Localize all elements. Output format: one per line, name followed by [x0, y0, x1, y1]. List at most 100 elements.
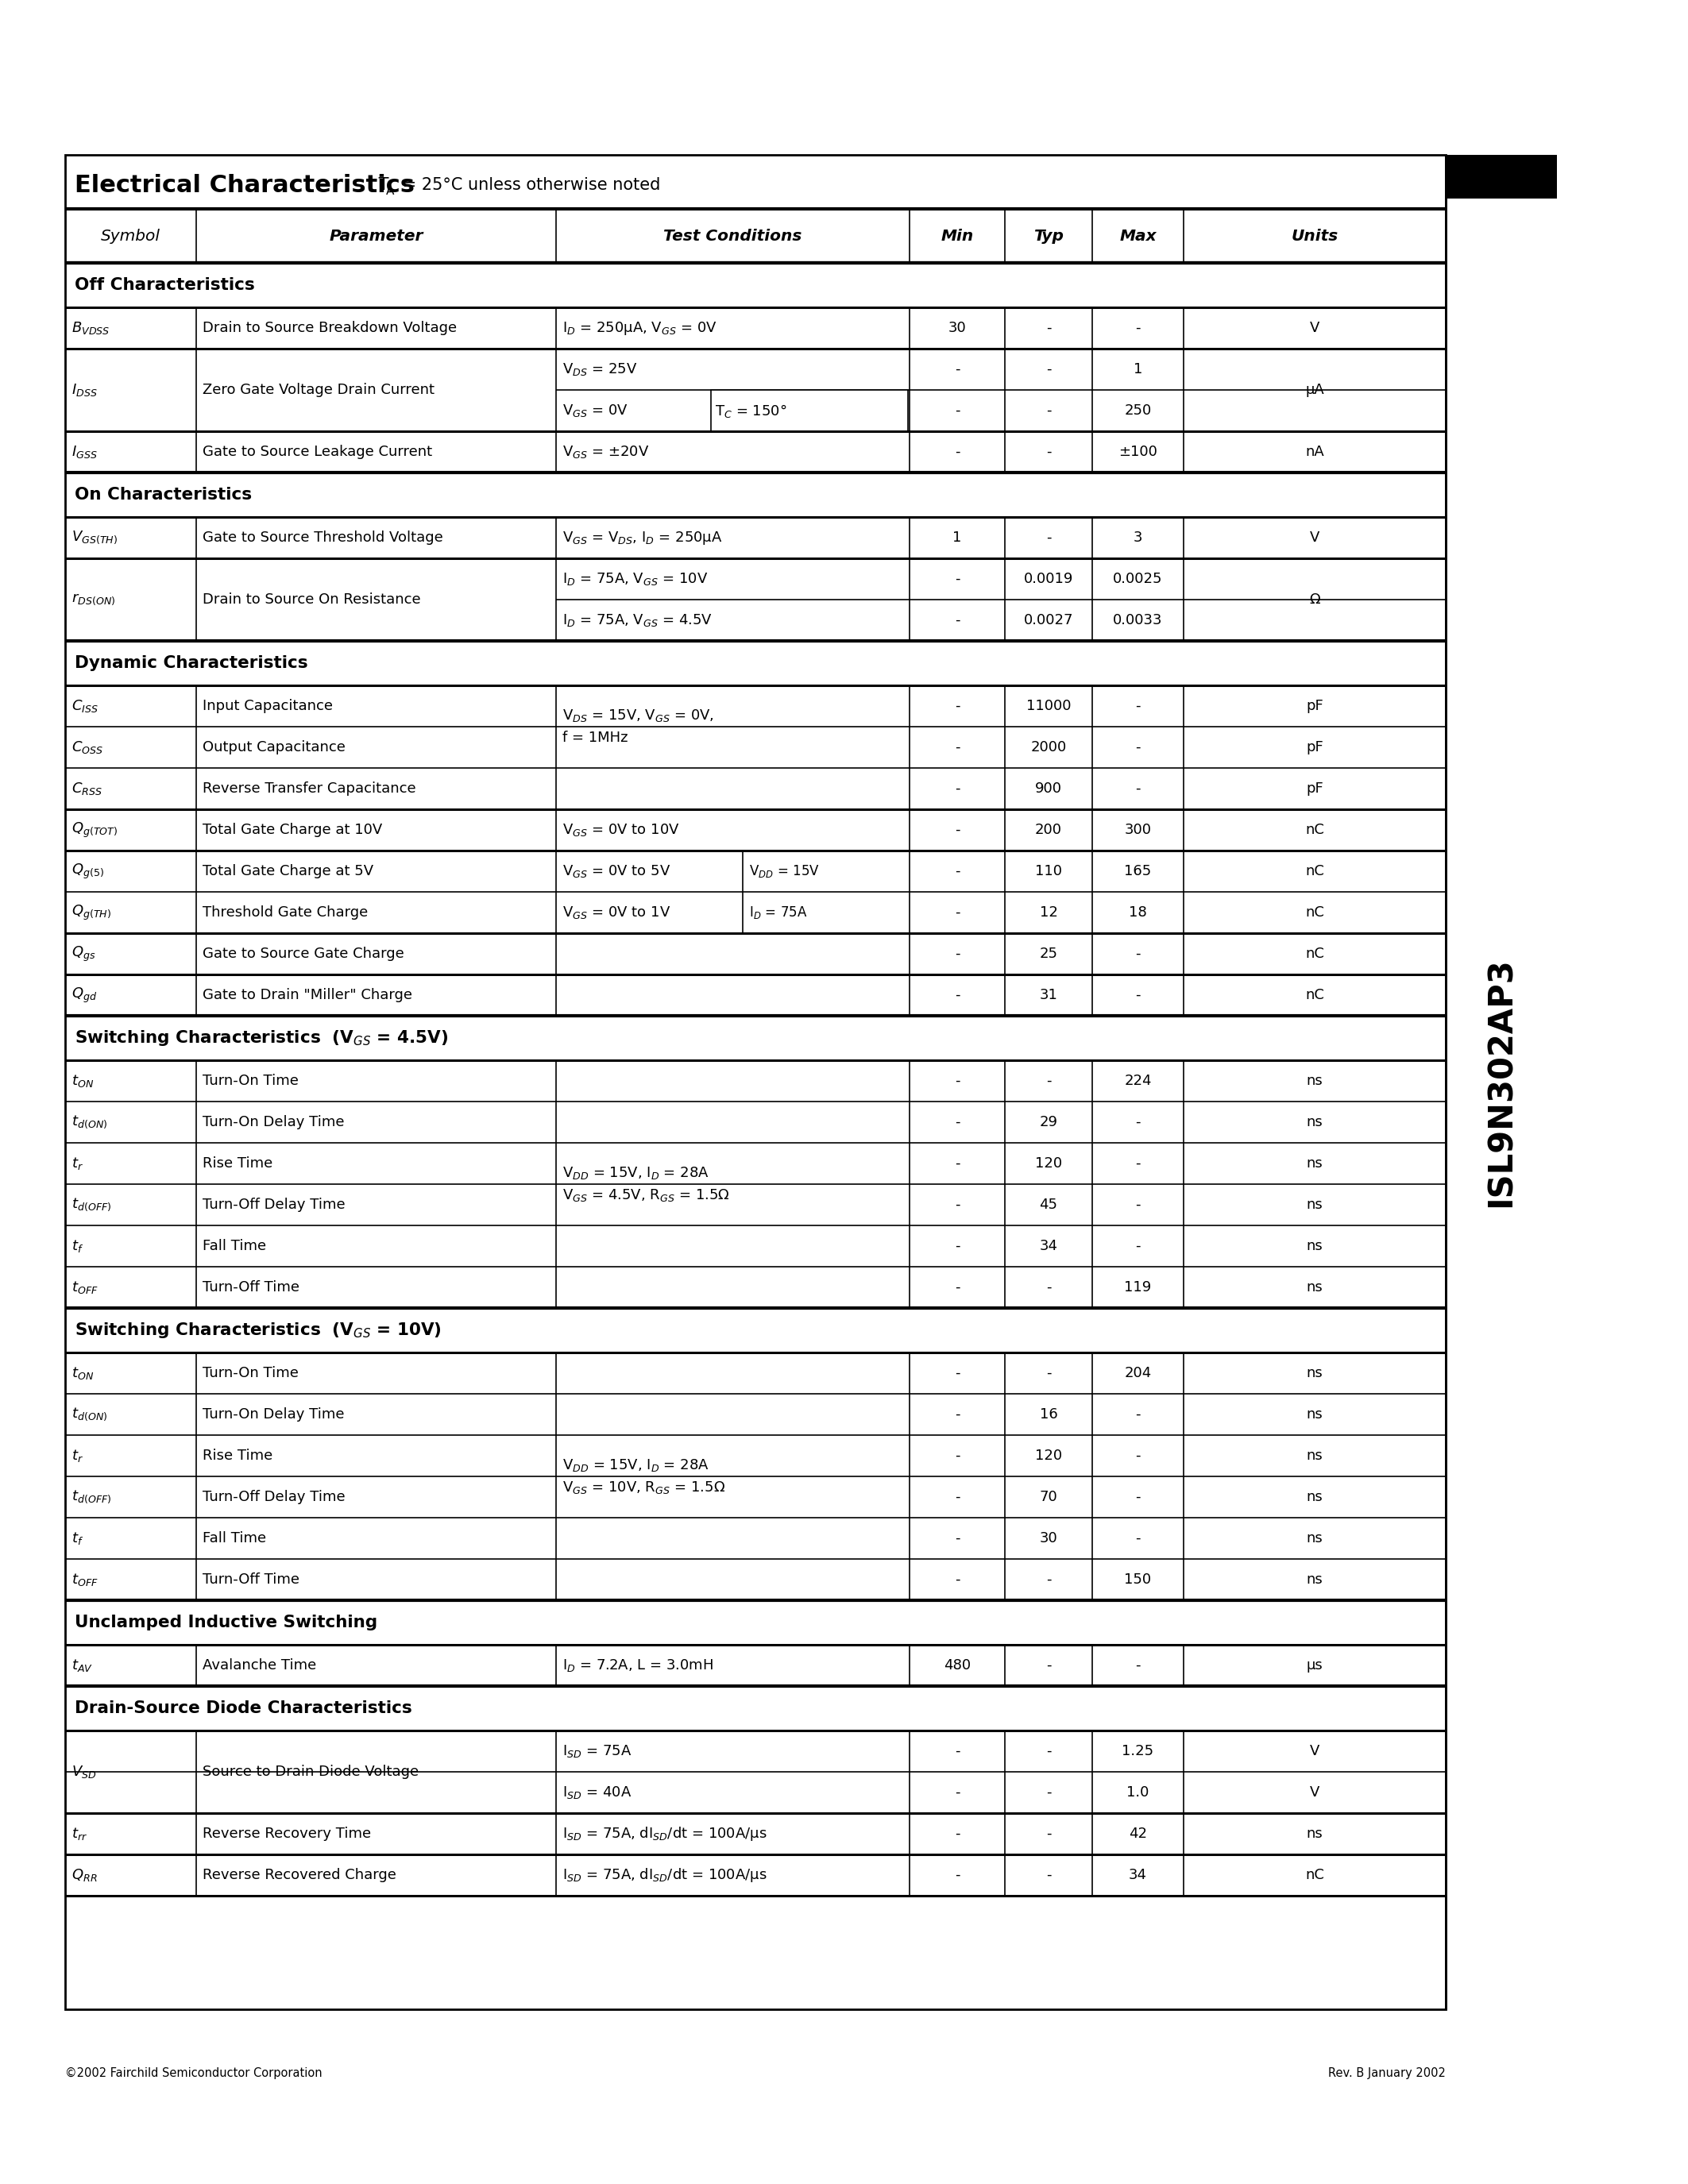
Text: -: - — [1047, 1867, 1052, 1883]
Text: B$_{VDSS}$: B$_{VDSS}$ — [71, 321, 110, 336]
Text: nC: nC — [1305, 823, 1323, 836]
Text: -: - — [1136, 740, 1141, 753]
Text: 1.0: 1.0 — [1126, 1784, 1150, 1800]
Text: V$_{GS}$ = ±20V: V$_{GS}$ = ±20V — [562, 443, 650, 461]
Text: -: - — [955, 1406, 960, 1422]
Text: t$_{OFF}$: t$_{OFF}$ — [71, 1572, 98, 1588]
Text: V$_{DD}$ = 15V, I$_D$ = 28A: V$_{DD}$ = 15V, I$_D$ = 28A — [562, 1164, 709, 1182]
Text: -: - — [955, 1826, 960, 1841]
Text: pF: pF — [1307, 699, 1323, 714]
Text: Turn-Off Delay Time: Turn-Off Delay Time — [203, 1489, 346, 1505]
Text: Electrical Characteristics: Electrical Characteristics — [74, 173, 415, 197]
Text: -: - — [1047, 363, 1052, 376]
Text: -: - — [1047, 1075, 1052, 1088]
Text: I$_{SD}$ = 40A: I$_{SD}$ = 40A — [562, 1784, 631, 1800]
Text: ±100: ±100 — [1119, 446, 1158, 459]
Text: On Characteristics: On Characteristics — [74, 487, 252, 502]
Text: -: - — [955, 1448, 960, 1463]
Text: Off Characteristics: Off Characteristics — [74, 277, 255, 293]
Text: Gate to Drain "Miller" Charge: Gate to Drain "Miller" Charge — [203, 987, 412, 1002]
Text: Dynamic Characteristics: Dynamic Characteristics — [74, 655, 307, 670]
Text: Source to Drain Diode Voltage: Source to Drain Diode Voltage — [203, 1765, 419, 1780]
Bar — [66, 155, 1445, 2009]
Text: -: - — [1136, 1116, 1141, 1129]
Text: nC: nC — [1305, 946, 1323, 961]
Text: A: A — [387, 186, 395, 197]
Text: Turn-On Time: Turn-On Time — [203, 1365, 299, 1380]
Text: ns: ns — [1307, 1489, 1323, 1505]
Text: -: - — [955, 1116, 960, 1129]
Text: -: - — [955, 1365, 960, 1380]
Text: Q$_{g(5)}$: Q$_{g(5)}$ — [71, 863, 105, 880]
Text: -: - — [1047, 531, 1052, 544]
Text: -: - — [1136, 321, 1141, 334]
Text: -: - — [1136, 1406, 1141, 1422]
Text: -: - — [955, 614, 960, 627]
Text: -: - — [1047, 321, 1052, 334]
Text: 1.25: 1.25 — [1123, 1745, 1155, 1758]
Text: -: - — [955, 1075, 960, 1088]
Text: -: - — [955, 823, 960, 836]
Text: r$_{DS(ON)}$: r$_{DS(ON)}$ — [71, 592, 115, 607]
Text: V$_{GS}$ = 10V, R$_{GS}$ = 1.5Ω: V$_{GS}$ = 10V, R$_{GS}$ = 1.5Ω — [562, 1479, 726, 1496]
Text: Ω: Ω — [1310, 592, 1320, 607]
Text: -: - — [1047, 1745, 1052, 1758]
Text: V$_{GS}$ = 0V to 10V: V$_{GS}$ = 0V to 10V — [562, 821, 680, 839]
Text: 45: 45 — [1040, 1197, 1058, 1212]
Text: -: - — [955, 1867, 960, 1883]
Text: C$_{OSS}$: C$_{OSS}$ — [71, 740, 103, 756]
Text: 0.0025: 0.0025 — [1112, 572, 1163, 585]
Text: V$_{SD}$: V$_{SD}$ — [71, 1765, 96, 1780]
Text: I$_D$ = 75A, V$_{GS}$ = 10V: I$_D$ = 75A, V$_{GS}$ = 10V — [562, 570, 707, 587]
Text: I$_{DSS}$: I$_{DSS}$ — [71, 382, 98, 397]
Text: Output Capacitance: Output Capacitance — [203, 740, 346, 753]
Text: 11000: 11000 — [1026, 699, 1070, 714]
Text: -: - — [1136, 1531, 1141, 1546]
Text: V$_{DS}$ = 15V, V$_{GS}$ = 0V,: V$_{DS}$ = 15V, V$_{GS}$ = 0V, — [562, 708, 714, 723]
Text: Parameter: Parameter — [329, 229, 424, 242]
Text: 204: 204 — [1124, 1365, 1151, 1380]
Text: Turn-Off Time: Turn-Off Time — [203, 1572, 299, 1588]
Text: -: - — [1136, 1197, 1141, 1212]
Text: Rise Time: Rise Time — [203, 1448, 273, 1463]
Text: 119: 119 — [1124, 1280, 1151, 1295]
Text: ns: ns — [1307, 1826, 1323, 1841]
Text: 120: 120 — [1035, 1155, 1062, 1171]
Text: V: V — [1310, 1745, 1320, 1758]
Text: V$_{GS}$ = 0V to 1V: V$_{GS}$ = 0V to 1V — [562, 904, 670, 919]
Text: -: - — [1047, 1658, 1052, 1673]
Text: t$_{d(OFF)}$: t$_{d(OFF)}$ — [71, 1197, 111, 1212]
Text: 30: 30 — [949, 321, 966, 334]
Text: Turn-On Time: Turn-On Time — [203, 1075, 299, 1088]
Text: Input Capacitance: Input Capacitance — [203, 699, 333, 714]
Text: Turn-On Delay Time: Turn-On Delay Time — [203, 1406, 344, 1422]
Text: 25: 25 — [1040, 946, 1058, 961]
Text: Symbol: Symbol — [101, 229, 160, 242]
Text: t$_{OFF}$: t$_{OFF}$ — [71, 1280, 98, 1295]
Text: -: - — [955, 1280, 960, 1295]
Text: 300: 300 — [1124, 823, 1151, 836]
Text: μA: μA — [1305, 382, 1323, 397]
Text: 0.0033: 0.0033 — [1112, 614, 1163, 627]
Text: Q$_{g(TH)}$: Q$_{g(TH)}$ — [71, 904, 111, 922]
Text: nC: nC — [1305, 987, 1323, 1002]
Text: t$_r$: t$_r$ — [71, 1155, 83, 1171]
Text: Gate to Source Leakage Current: Gate to Source Leakage Current — [203, 446, 432, 459]
Text: 34: 34 — [1040, 1238, 1058, 1254]
Text: ns: ns — [1307, 1448, 1323, 1463]
Text: 110: 110 — [1035, 865, 1062, 878]
Text: -: - — [955, 740, 960, 753]
Text: -: - — [955, 987, 960, 1002]
Text: t$_{d(OFF)}$: t$_{d(OFF)}$ — [71, 1489, 111, 1505]
Text: V: V — [1310, 321, 1320, 334]
Text: -: - — [955, 699, 960, 714]
Text: -: - — [955, 1784, 960, 1800]
Text: ns: ns — [1307, 1406, 1323, 1422]
Text: -: - — [1047, 404, 1052, 417]
Text: I$_D$ = 75A, V$_{GS}$ = 4.5V: I$_D$ = 75A, V$_{GS}$ = 4.5V — [562, 612, 712, 629]
Text: -: - — [955, 1489, 960, 1505]
Text: Threshold Gate Charge: Threshold Gate Charge — [203, 906, 368, 919]
Text: ns: ns — [1307, 1572, 1323, 1588]
Text: ns: ns — [1307, 1075, 1323, 1088]
Text: Max: Max — [1119, 229, 1156, 242]
